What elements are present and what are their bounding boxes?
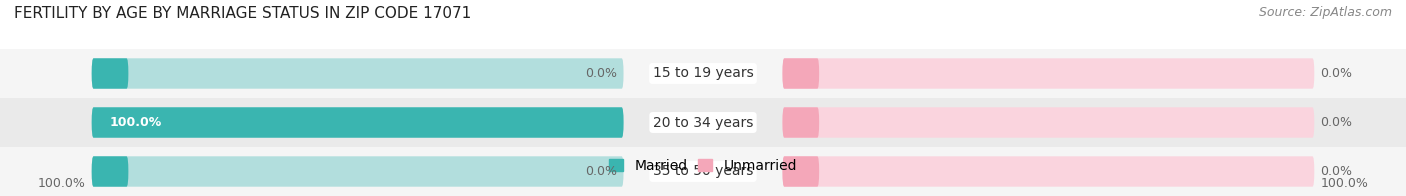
FancyBboxPatch shape <box>783 58 1315 89</box>
FancyBboxPatch shape <box>91 156 623 187</box>
FancyBboxPatch shape <box>783 107 820 138</box>
FancyBboxPatch shape <box>783 156 820 187</box>
FancyBboxPatch shape <box>91 58 623 89</box>
Text: FERTILITY BY AGE BY MARRIAGE STATUS IN ZIP CODE 17071: FERTILITY BY AGE BY MARRIAGE STATUS IN Z… <box>14 6 471 21</box>
Bar <box>0 147 1406 196</box>
Text: 100.0%: 100.0% <box>38 177 86 190</box>
Text: 0.0%: 0.0% <box>1320 67 1353 80</box>
Text: Source: ZipAtlas.com: Source: ZipAtlas.com <box>1258 6 1392 19</box>
Text: 35 to 50 years: 35 to 50 years <box>652 164 754 179</box>
Text: 20 to 34 years: 20 to 34 years <box>652 115 754 130</box>
FancyBboxPatch shape <box>91 156 128 187</box>
FancyBboxPatch shape <box>783 58 820 89</box>
FancyBboxPatch shape <box>91 58 128 89</box>
FancyBboxPatch shape <box>91 107 623 138</box>
Text: 100.0%: 100.0% <box>1320 177 1368 190</box>
FancyBboxPatch shape <box>783 156 1315 187</box>
Text: 15 to 19 years: 15 to 19 years <box>652 66 754 81</box>
Text: 0.0%: 0.0% <box>585 67 617 80</box>
Text: 0.0%: 0.0% <box>1320 116 1353 129</box>
Text: 0.0%: 0.0% <box>1320 165 1353 178</box>
Text: 0.0%: 0.0% <box>585 165 617 178</box>
FancyBboxPatch shape <box>783 107 1315 138</box>
Bar <box>0 98 1406 147</box>
FancyBboxPatch shape <box>91 107 623 138</box>
Bar <box>0 49 1406 98</box>
Legend: Married, Unmarried: Married, Unmarried <box>603 153 803 178</box>
Text: 100.0%: 100.0% <box>110 116 162 129</box>
